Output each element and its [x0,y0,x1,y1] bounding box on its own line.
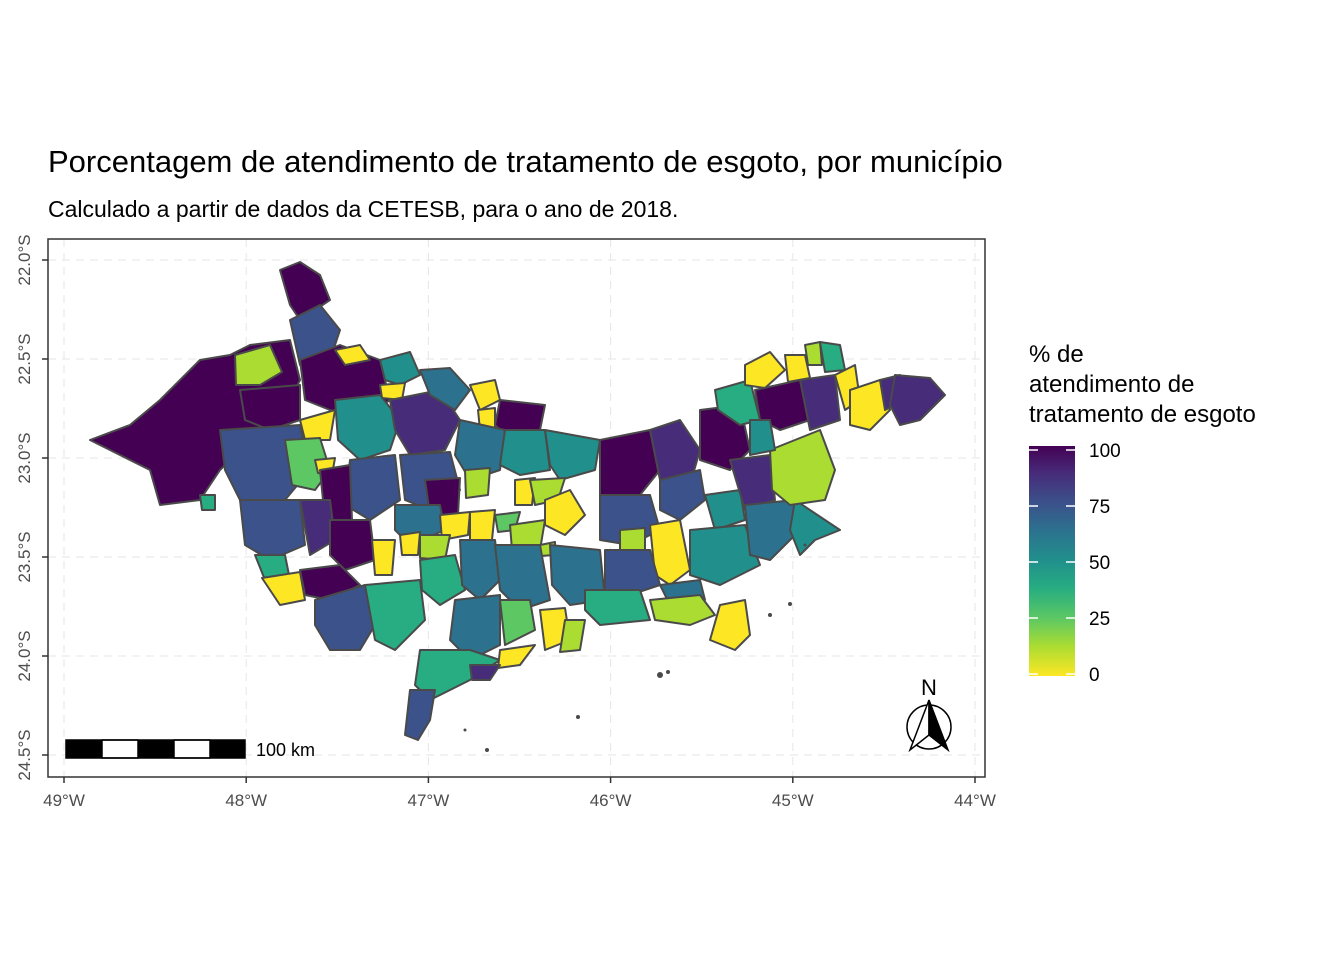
y-axis: 22.0°S 22.5°S 23.0°S 23.5°S 24.0°S 24.5°S [15,234,48,781]
municipality [659,469,706,521]
municipality [799,374,841,431]
y-tick-label: 23.5°S [15,531,34,582]
municipality [689,524,761,586]
y-tick-label: 22.0°S [15,234,34,285]
municipality [414,649,501,701]
municipality [199,494,216,511]
legend-colorbar: 100 75 50 25 0 [1029,441,1121,686]
municipality [649,419,701,486]
municipality [371,539,396,576]
x-tick-label: 45°W [772,791,814,810]
municipality [299,409,336,441]
y-tick-label: 22.5°S [15,333,34,384]
y-tick-label: 24.5°S [15,729,34,780]
municipality [439,511,471,541]
x-tick-label: 44°W [954,791,996,810]
municipality [559,619,586,653]
municipality [729,454,776,511]
legend-title-line: % de [1029,341,1084,368]
municipality [494,544,551,611]
municipality [419,554,466,606]
legend-tick-label: 25 [1089,609,1110,630]
municipality [449,594,501,661]
legend-title-line: atendimento de [1029,371,1195,398]
municipality [459,539,501,601]
municipality [599,429,661,496]
municipality [819,341,846,373]
scale-bar-label: 100 km [256,740,315,760]
map-subtitle: Calculado a partir de dados da CETESB, p… [48,196,679,222]
municipality [334,344,371,366]
municipality [889,374,946,426]
y-tick-label: 24.0°S [15,630,34,681]
islands [463,543,807,752]
municipality [709,599,751,651]
municipality [849,379,891,431]
municipality [364,579,426,651]
north-arrow-label: N [921,675,937,700]
legend-tick-label: 100 [1089,441,1121,462]
panel-border [47,238,986,778]
municipalities-layer [89,261,946,741]
municipality [469,664,501,681]
municipality [704,489,746,531]
x-tick-label: 49°W [43,791,85,810]
scale-bar: 100 km [65,739,315,760]
x-axis: 49°W 48°W 47°W 46°W 45°W 44°W [43,777,996,810]
municipality [261,571,306,606]
municipality [744,351,786,389]
legend-tick-label: 75 [1089,497,1110,518]
x-tick-label: 47°W [408,791,450,810]
municipality [469,509,496,541]
municipality [497,644,536,669]
municipality [749,419,776,456]
municipality [419,367,471,411]
municipality [234,344,283,386]
y-tick-label: 23.0°S [15,432,34,483]
north-arrow-icon: N [906,675,952,753]
x-tick-label: 46°W [590,791,632,810]
legend-title-line: tratamento de esgoto [1029,401,1256,428]
x-tick-label: 48°W [225,791,267,810]
municipality [769,429,836,506]
municipality [464,467,491,499]
municipality [329,519,376,571]
municipality [499,429,551,476]
map-panel [48,239,985,777]
municipality [584,589,651,626]
municipality [649,594,716,626]
municipality [499,599,536,646]
municipality [399,531,421,556]
municipality [404,689,436,741]
legend-title: % de atendimento de tratamento de esgoto [1029,340,1256,430]
municipality [804,341,823,366]
municipality [754,379,811,431]
legend-tick-label: 0 [1089,665,1100,686]
map-title: Porcentagem de atendimento de tratamento… [48,144,1003,179]
municipality [604,549,661,596]
municipality [789,499,841,556]
municipality [379,351,421,386]
municipality [334,394,401,461]
municipality [544,429,601,481]
legend-tick-label: 50 [1089,553,1110,574]
municipality [239,499,306,561]
